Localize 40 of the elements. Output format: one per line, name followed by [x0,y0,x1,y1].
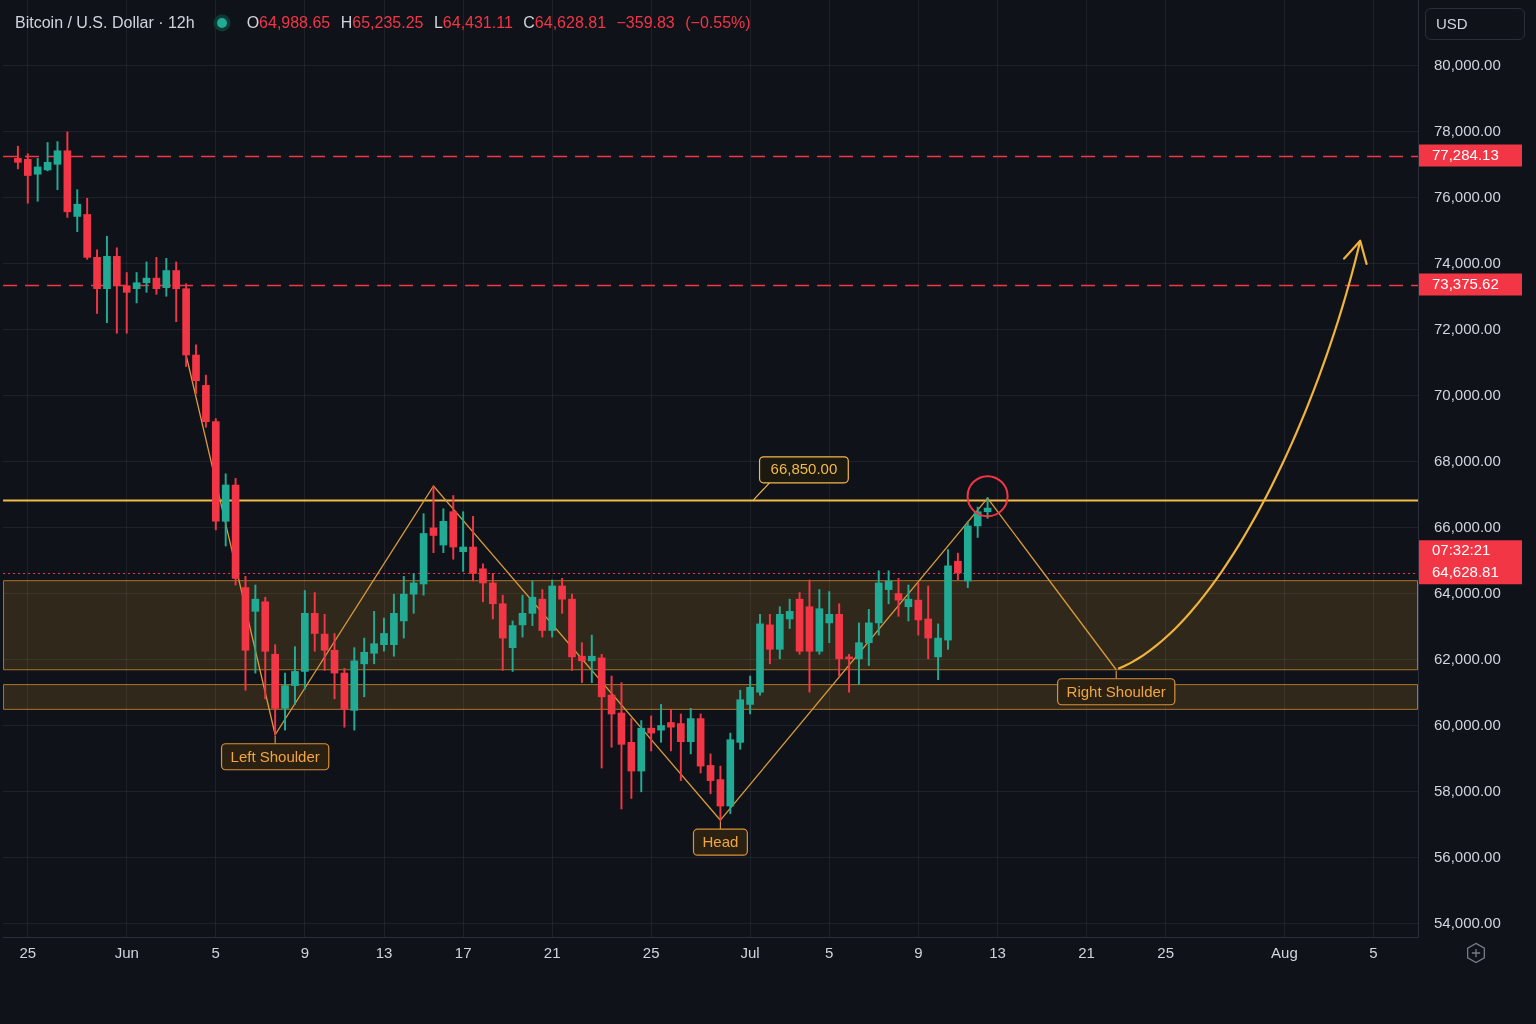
x-tick-label: 25 [19,944,37,962]
x-tick-label: 9 [914,944,923,962]
y-tick-label: 58,000.00 [1434,781,1501,799]
y-tick-label: 60,000.00 [1434,715,1501,733]
x-tick-label: 21 [543,944,561,962]
ref-line-label: 64,628.81 07:32:21 [1432,541,1499,581]
text: O64,988.65 H65,235.25 L64,431.11 C64,628.81 −359.83 (−0.55%) [246,14,751,31]
x-tick-label: 5 [211,944,220,962]
x-tick-label: 25 [1157,944,1175,962]
y-tick-label: 80,000.00 [1434,56,1501,74]
y-tick-label: 78,000.00 [1434,122,1501,140]
x-tick-label: 21 [1078,944,1095,962]
x-tick-label: 25 [642,944,660,962]
annotation: Left Shoulder [230,747,320,765]
y-tick-label: 68,000.00 [1434,452,1501,470]
y-tick-label: 64,000.00 [1434,584,1501,602]
y-tick-label: 62,000.00 [1434,650,1501,667]
x-tick-label: 5 [825,944,834,962]
y-tick-label: 70,000.00 [1434,386,1501,404]
y-tick-label: 72,000.00 [1434,320,1501,338]
y-tick-label: 74,000.00 [1434,254,1501,272]
x-tick-label: Aug [1271,944,1298,962]
x-tick-label: 9 [300,944,310,962]
y-tick-label: 66,000.00 [1434,518,1501,536]
ref-line-label: 77,284.13 [1432,145,1499,163]
annotation: Right Shoulder [1066,682,1166,700]
x-tick-label: 13 [989,944,1006,962]
x-tick-label: 5 [1369,944,1378,962]
x-tick-label: Jun [114,944,139,962]
y-tick-label: 76,000.00 [1434,188,1501,206]
x-tick-label: 13 [375,944,393,962]
annotation: Head [702,833,739,851]
ref-line-label: 66,850.00 [770,459,838,477]
y-tick-label: 56,000.00 [1434,847,1501,865]
text: Bitcoin / U.S. Dollar · 12h [15,14,195,32]
y-tick-label: 54,000.00 [1434,913,1501,931]
x-tick-label: Jul [740,944,760,962]
x-tick-label: 17 [454,944,472,962]
ref-line-label: 73,375.62 [1432,274,1499,292]
y-axis-title: USD [1425,8,1525,40]
